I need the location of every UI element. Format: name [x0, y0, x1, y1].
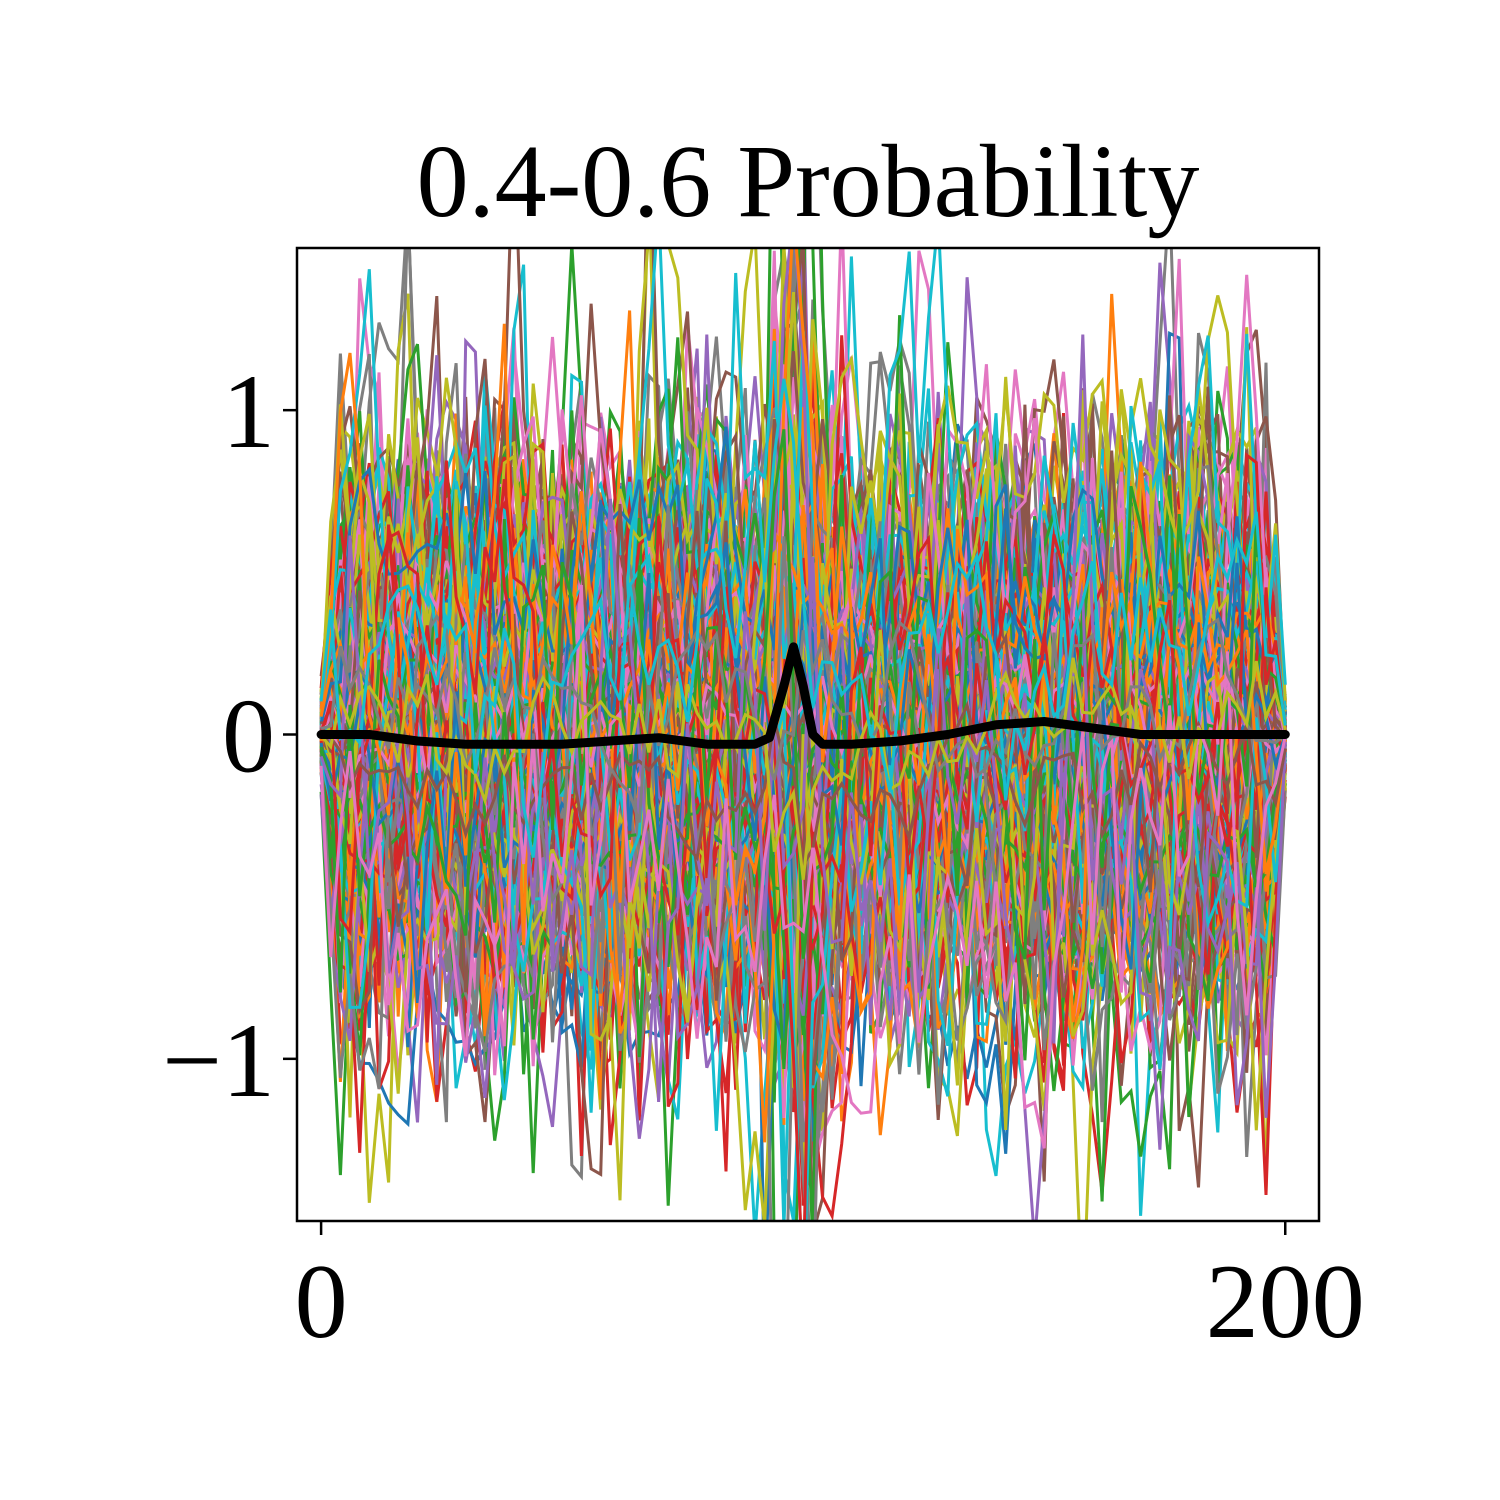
sample-series-line: [320, 700, 1287, 871]
x-tick-label: 0: [295, 1243, 348, 1360]
y-tick-label: −1: [162, 1002, 275, 1119]
y-tick-label: 0: [222, 678, 275, 795]
sample-series-line: [319, 584, 1287, 1149]
sample-series-line: [319, 665, 1287, 1143]
sample-series-line: [319, 378, 1287, 858]
chart-title: 0.4-0.6 Probability: [417, 124, 1200, 239]
mean-layer: [316, 642, 1290, 749]
mean-series-line: [316, 642, 1290, 749]
sample-series-line: [320, 461, 1287, 1201]
y-tick-label: 1: [222, 353, 275, 470]
ticks-layer: 0 200 1 0 −1: [162, 353, 1365, 1360]
sample-series-line: [319, 498, 1287, 1221]
sample-series-line: [319, 429, 1287, 993]
sample-series-line: [319, 452, 1287, 1221]
sample-series-line: [319, 657, 1287, 880]
x-tick-label: 200: [1206, 1243, 1365, 1360]
